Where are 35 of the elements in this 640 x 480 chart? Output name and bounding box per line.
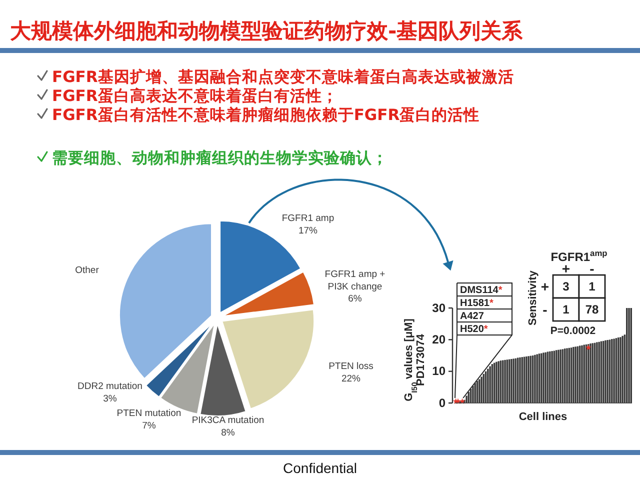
y-axis-title: Sensitivity: [527, 270, 539, 326]
slice-label: Other: [75, 265, 99, 276]
data-label: 22%: [341, 373, 362, 384]
text: 需要细胞、动物和肿瘤组织的生物学实验确认；: [52, 149, 388, 167]
x-axis-title: Cell lines: [518, 411, 568, 423]
slice-label: PIK3CA mutation: [192, 415, 264, 426]
y-tick-label: 10: [432, 364, 446, 378]
data-label: 7%: [142, 420, 156, 432]
data-label: 3: [562, 280, 570, 294]
x-axis-title: FGFR1$^{amp}$: [550, 248, 608, 264]
slice-label: PTEN mutation: [116, 408, 182, 419]
annotation: A427: [460, 311, 484, 322]
data-label: 1: [562, 302, 570, 317]
annotation: P=0.0002: [550, 325, 596, 337]
slice-label: DDR2 mutation: [78, 381, 142, 392]
y-tick-label: 30: [432, 300, 446, 315]
slice-label: PTEN loss: [328, 361, 374, 372]
text: FGFR基因扩增、基因融合和点突变不意味着蛋白高表达或被激活: [52, 67, 514, 86]
data-label: 17%: [298, 225, 318, 236]
y-tick-label: 0: [438, 396, 446, 410]
text: FGFR蛋白有活性不意味着肿瘤细胞依赖于FGFR蛋白的活性: [52, 105, 480, 124]
slice-label: FGFR1 amp + PI3K change: [324, 269, 386, 292]
text: DMS114*: [460, 285, 502, 296]
data-label: 1: [588, 280, 596, 294]
data-label: 78: [585, 302, 599, 317]
text: Confidential: [283, 460, 357, 476]
data-label: 6%: [348, 294, 362, 305]
slice-label: FGFR1 amp: [282, 213, 334, 224]
annotation: H1581*: [460, 298, 494, 309]
text: FGFR蛋白高表达不意味着蛋白有活性；: [52, 86, 338, 105]
annotation: H520*: [460, 324, 488, 335]
chart-title: 大规模体外细胞和动物模型验证药物疗效-基因队列关系: [10, 19, 524, 43]
data-label: 8%: [221, 427, 236, 438]
y-tick-label: 20: [432, 332, 446, 347]
data-label: 3%: [103, 393, 118, 404]
